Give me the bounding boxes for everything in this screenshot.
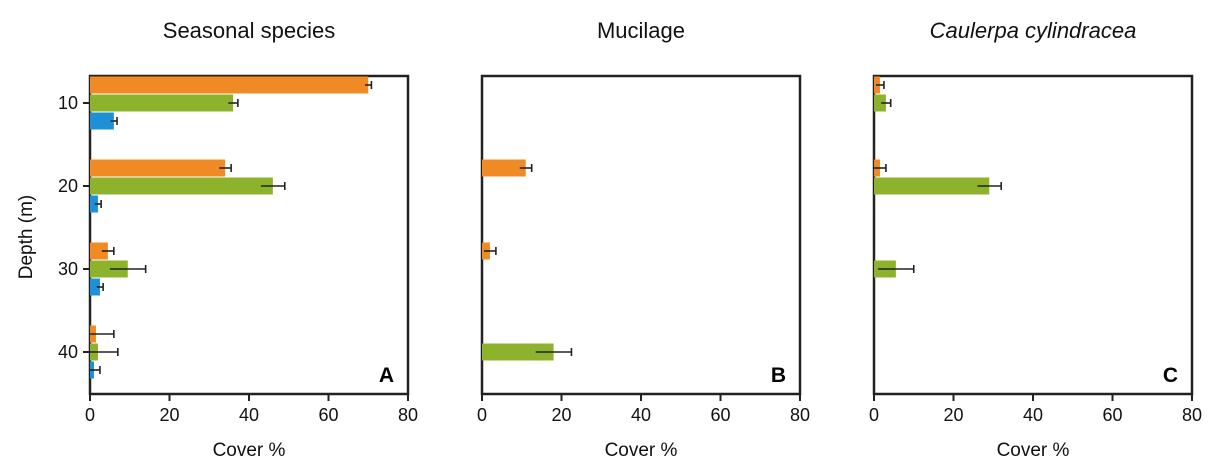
x-tick-label: 0 — [477, 405, 487, 425]
x-axis-label: Cover % — [997, 440, 1070, 461]
x-tick-label: 40 — [1023, 405, 1043, 425]
y-tick-label: 40 — [58, 342, 78, 362]
x-axis-label: Cover % — [213, 440, 286, 461]
bar — [90, 76, 369, 94]
x-tick-label: 60 — [1102, 405, 1122, 425]
y-tick-label: 10 — [58, 93, 78, 113]
panels: Seasonal species 0 20 40 60 80 Cover % A 10 20 30 4… — [58, 18, 1202, 461]
x-tick-label: 80 — [1182, 405, 1202, 425]
y-axis-label: Depth (m) — [16, 195, 37, 279]
x-tick-label: 20 — [943, 405, 963, 425]
bar — [90, 195, 98, 213]
panel-c: Caulerpa cylindracea 0 20 40 60 80 Cover % C — [869, 18, 1202, 461]
y-tick-label: 20 — [58, 176, 78, 196]
x-axis-label: Cover % — [605, 440, 678, 461]
x-tick-label: 0 — [869, 405, 879, 425]
bar — [90, 242, 108, 260]
x-tick-label: 80 — [398, 405, 418, 425]
plot-frame — [872, 74, 1194, 396]
x-tick-label: 20 — [159, 405, 179, 425]
panel-b: Mucilage 0 20 40 60 80 Cover % B — [477, 18, 810, 461]
x-tick-label: 80 — [790, 405, 810, 425]
panel-title: Caulerpa cylindracea — [930, 18, 1137, 43]
x-tick-label: 0 — [85, 405, 95, 425]
panel-title: Mucilage — [597, 18, 685, 43]
bar — [90, 278, 100, 296]
x-tick-label: 20 — [551, 405, 571, 425]
x-tick-label: 40 — [631, 405, 651, 425]
bar — [482, 159, 526, 177]
x-tick-label: 40 — [239, 405, 259, 425]
bar — [90, 159, 226, 177]
panel-title: Seasonal species — [163, 18, 335, 43]
panel-a: Seasonal species 0 20 40 60 80 Cover % A 10 20 30 4… — [58, 18, 418, 461]
x-tick-label: 60 — [710, 405, 730, 425]
plot-frame — [88, 74, 410, 396]
panel-letter: A — [379, 364, 394, 387]
bar — [90, 177, 273, 195]
bar — [90, 260, 128, 278]
x-tick-label: 60 — [318, 405, 338, 425]
y-tick-label: 30 — [58, 259, 78, 279]
bar — [90, 94, 234, 112]
bar — [90, 112, 114, 130]
bar — [482, 343, 554, 361]
panel-letter: B — [771, 364, 786, 387]
bar — [874, 94, 886, 112]
bar — [874, 177, 990, 195]
panel-letter: C — [1163, 364, 1178, 387]
